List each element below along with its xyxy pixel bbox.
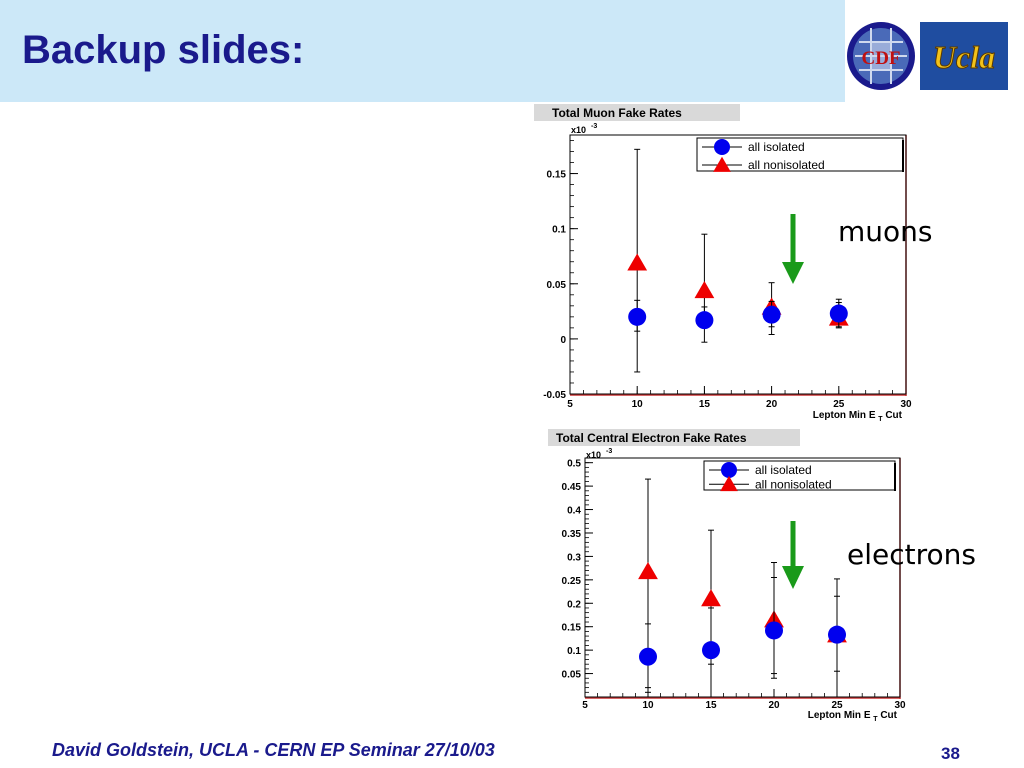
muon-xtick-label: 5 [567, 399, 573, 410]
electron-ytick-label: 0.2 [567, 599, 581, 610]
page-number: 38 [941, 744, 960, 763]
green-arrow-electrons [782, 521, 804, 589]
muon-xtick-label: 15 [699, 399, 711, 410]
electron-ytick-label: 0.3 [567, 552, 581, 563]
green-arrow-muons [782, 214, 804, 284]
electron-legend-label: all nonisolated [755, 477, 832, 491]
muon-legend-label: all nonisolated [748, 158, 825, 172]
muon-ytick-label: 0.15 [547, 170, 567, 181]
electron-xtick-label: 5 [582, 700, 588, 711]
electron-point-circle [702, 641, 720, 660]
electron-ytick-label: 0.05 [562, 670, 582, 681]
muon-chart: Total Muon Fake Rates x10 -3 5 10 15 20 25 30 -0.… [534, 104, 912, 423]
muon-xtick-label: 20 [766, 399, 778, 410]
electron-legend-box [703, 460, 896, 491]
electron-xtick-label: 10 [642, 700, 654, 711]
electron-xlabel: Lepton Min E T Cut [808, 710, 898, 723]
muon-point-circle [628, 307, 647, 326]
electron-xtick-label: 20 [768, 700, 780, 711]
muon-multiplier: x10 [571, 125, 586, 135]
electron-chart: Total Central Electron Fake Rates x10 -3 5 1… [548, 429, 906, 723]
electron-point-triangle [701, 589, 721, 607]
electron-ytick-label: 0.35 [562, 529, 582, 540]
muon-chart-title: Total Muon Fake Rates [552, 106, 682, 120]
muon-legend-marker-triangle [713, 156, 731, 172]
electron-point-triangle [638, 562, 658, 580]
muon-ytick-label: 0 [560, 335, 566, 346]
cdf-logo: CDF [847, 22, 915, 90]
muon-legend-label: all isolated [748, 140, 805, 154]
electron-chart-title: Total Central Electron Fake Rates [556, 431, 747, 445]
electron-ytick-label: 0.25 [562, 576, 582, 587]
muon-xtick-label: 10 [632, 399, 644, 410]
muon-title-box [534, 104, 740, 121]
electron-ytick-label: 0.45 [562, 482, 582, 493]
muon-plot-frame [569, 134, 907, 395]
electron-ytick-label: 0.1 [567, 646, 581, 657]
electron-point-circle [639, 647, 657, 666]
muon-series-all-isolated [628, 299, 848, 373]
muon-point-triangle [694, 280, 715, 299]
electrons-label: electrons [847, 538, 976, 571]
cdf-logo-text: CDF [861, 48, 900, 69]
electron-point-circle [828, 625, 846, 644]
muon-multiplier-exp: -3 [591, 123, 597, 130]
muon-ytick-label: 0.05 [547, 280, 567, 291]
electron-multiplier: x10 [586, 450, 601, 460]
electron-ytick-label: 0.4 [567, 506, 581, 517]
header-bar [0, 0, 845, 102]
electron-legend-marker-triangle [720, 475, 738, 492]
muon-legend: all isolated all nonisolated [696, 137, 904, 172]
electron-title-box [548, 429, 800, 446]
electron-series-all-isolated [639, 577, 846, 689]
muon-xtick-label: 25 [833, 399, 845, 410]
electron-legend-marker-circle [721, 462, 737, 478]
muon-point-circle [762, 305, 781, 324]
muon-ytick-label: 0.1 [552, 225, 566, 236]
ucla-logo-text: Ucla [933, 39, 995, 75]
muon-ytick-label: -0.05 [543, 390, 566, 401]
electron-legend-label: all isolated [755, 463, 812, 477]
electron-ytick-label: 0.5 [567, 459, 581, 470]
logos: CDF Ucla [847, 22, 1008, 90]
arrows [782, 214, 804, 589]
electron-xtick-label: 30 [894, 700, 906, 711]
muon-legend-marker-circle [714, 139, 730, 155]
footer-text: David Goldstein, UCLA - CERN EP Seminar … [52, 740, 495, 760]
muon-point-circle [829, 304, 848, 323]
muon-xlabel: Lepton Min E T Cut [813, 410, 903, 423]
ucla-logo: Ucla [920, 22, 1008, 90]
electron-point-circle [765, 621, 783, 640]
muon-point-circle [695, 311, 714, 330]
electron-xtick-label: 15 [705, 700, 717, 711]
electron-plot-frame [584, 457, 901, 698]
electron-multiplier-exp: -3 [606, 448, 612, 455]
muons-label: muons [838, 215, 933, 248]
slide-title: Backup slides: [22, 28, 305, 72]
electron-ytick-label: 0.15 [562, 623, 582, 634]
muon-xtick-label: 30 [900, 399, 912, 410]
electron-xtick-label: 25 [831, 700, 843, 711]
muon-point-triangle [627, 253, 648, 271]
